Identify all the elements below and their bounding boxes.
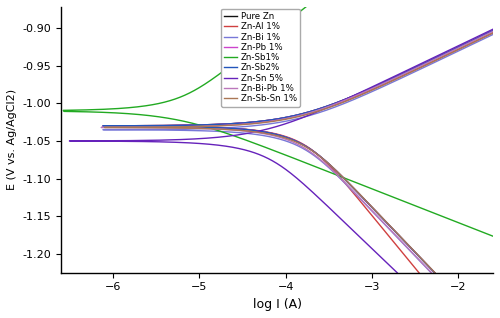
Zn-Bi-Pb 1% [458,45,464,49]
Zn-Sb2% [324,104,330,108]
Zn-Sb1% [225,132,231,136]
Zn-Al 1% [490,31,496,35]
Zn-Pb 1% [432,271,438,274]
Zn-Pb 1% [324,104,330,108]
Y-axis label: E (V vs. Ag/AgCl2): E (V vs. Ag/AgCl2) [7,89,17,190]
Zn-Bi 1% [298,146,304,149]
Zn-Al 1% [416,271,422,275]
Zn-Pb 1% [432,271,438,275]
Zn-Bi-Pb 1% [300,145,306,149]
Zn-Sn 5% [394,271,400,275]
Zn-Sb2% [354,189,360,193]
Zn-Sb2% [490,29,496,33]
Zn-Pb 1% [264,119,270,122]
Zn-Al 1% [395,76,401,80]
Zn-Bi-Pb 1% [490,30,496,33]
Zn-Pb 1% [490,29,496,33]
Line: Zn-Bi 1%: Zn-Bi 1% [103,35,493,273]
Zn-Sb-Sn 1% [466,42,472,46]
Line: Pure Zn: Pure Zn [103,31,493,273]
Pure Zn [490,29,496,33]
Zn-Sb2% [432,271,438,274]
Pure Zn [384,80,390,83]
Legend: Pure Zn, Zn-Al 1%, Zn-Bi 1%, Zn-Pb 1%, Zn-Sb1%, Zn-Sb2%, Zn-Sn 5%, Zn-Bi-Pb 1%, : Pure Zn, Zn-Al 1%, Zn-Bi 1%, Zn-Pb 1%, Z… [221,9,300,107]
Zn-Bi-Pb 1% [428,270,434,274]
Line: Zn-Bi-Pb 1%: Zn-Bi-Pb 1% [101,31,493,273]
Zn-Sb1% [308,163,314,167]
Zn-Al 1% [406,259,412,263]
Zn-Al 1% [396,247,402,251]
Zn-Sb-Sn 1% [490,31,496,35]
Zn-Bi 1% [368,207,374,211]
Zn-Pb 1% [396,233,402,237]
Zn-Bi 1% [428,271,434,275]
Zn-Bi-Pb 1% [412,67,418,71]
X-axis label: log I (A): log I (A) [252,298,302,311]
Zn-Al 1% [375,221,381,225]
Zn-Bi-Pb 1% [304,111,310,115]
Pure Zn [324,104,330,108]
Zn-Sn 5% [405,68,411,72]
Zn-Sb-Sn 1% [319,156,325,160]
Zn-Bi 1% [288,141,294,145]
Zn-Sn 5% [306,187,312,191]
Zn-Al 1% [332,102,338,106]
Zn-Bi 1% [292,142,298,146]
Zn-Al 1% [280,117,285,121]
Zn-Sn 5% [490,27,496,31]
Zn-Sb2% [432,271,438,275]
Zn-Sb-Sn 1% [424,263,430,266]
Zn-Bi 1% [441,56,447,60]
Zn-Sn 5% [314,195,320,199]
Line: Zn-Al 1%: Zn-Al 1% [106,33,493,273]
Zn-Sb-Sn 1% [358,194,364,198]
Pure Zn [432,271,438,274]
Zn-Sb2% [264,119,270,122]
Pure Zn [354,189,360,193]
Zn-Pb 1% [384,80,390,83]
Zn-Sb-Sn 1% [328,163,334,167]
Line: Zn-Sb1%: Zn-Sb1% [64,7,493,236]
Zn-Sn 5% [291,119,297,123]
Zn-Bi 1% [356,196,362,200]
Zn-Sn 5% [419,61,425,65]
Zn-Sb2% [384,80,390,83]
Zn-Sb1% [198,85,203,89]
Pure Zn [432,271,438,275]
Line: Zn-Pb 1%: Zn-Pb 1% [103,31,493,273]
Zn-Sn 5% [420,61,426,65]
Zn-Sb1% [342,176,348,180]
Zn-Bi-Pb 1% [412,254,418,258]
Zn-Pb 1% [354,189,360,193]
Zn-Sb-Sn 1% [432,271,438,275]
Pure Zn [396,233,402,237]
Zn-Sb1% [490,234,496,238]
Zn-Bi-Pb 1% [428,271,434,275]
Zn-Sb1% [190,89,196,93]
Line: Zn-Sb-Sn 1%: Zn-Sb-Sn 1% [104,33,493,273]
Line: Zn-Sn 5%: Zn-Sn 5% [70,29,493,273]
Line: Zn-Sb2%: Zn-Sb2% [103,31,493,273]
Zn-Sb-Sn 1% [372,209,378,212]
Zn-Sb1% [453,220,459,224]
Zn-Sb2% [396,233,402,237]
Zn-Bi 1% [490,33,496,37]
Zn-Sb1% [303,5,309,9]
Pure Zn [264,119,270,122]
